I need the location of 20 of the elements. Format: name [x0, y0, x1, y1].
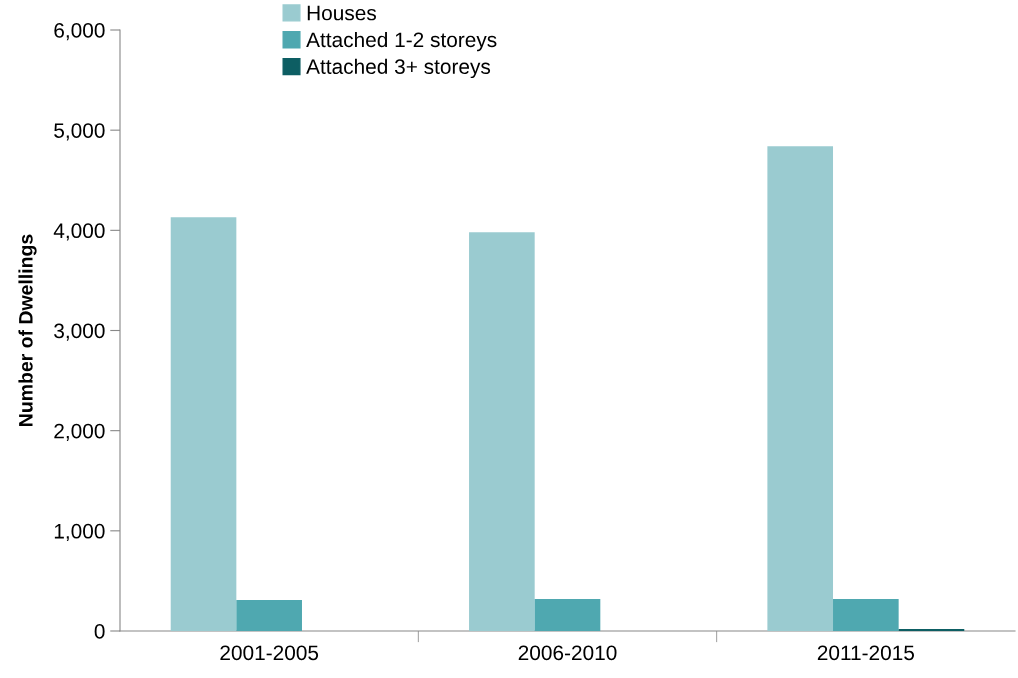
bar	[833, 598, 899, 631]
bar	[767, 146, 834, 631]
bar	[236, 599, 302, 631]
bar	[534, 598, 601, 631]
x-tick-label: 2011-2015	[817, 645, 915, 661]
y-tick-label: 2,000	[54, 423, 105, 441]
y-tick-label: 6,000	[54, 23, 105, 41]
legend-label: Attached 1-2 storeys	[306, 31, 497, 52]
y-tick-label: 0	[94, 624, 105, 639]
y-axis-title: Number of Dwellings	[18, 234, 37, 426]
x-tick-label: 2001-2005	[220, 645, 319, 661]
y-tick-label: 1,000	[54, 523, 105, 542]
legend-label: Attached 3+ storeys	[306, 58, 491, 79]
bar	[170, 217, 237, 631]
y-tick-label: 4,000	[53, 223, 105, 241]
y-tick-label: 3,000	[54, 323, 105, 341]
y-tick-label: 5,000	[54, 123, 105, 141]
x-tick-label: 2006-2010	[518, 645, 617, 661]
legend-label: Houses	[307, 5, 376, 21]
bar	[469, 232, 535, 631]
